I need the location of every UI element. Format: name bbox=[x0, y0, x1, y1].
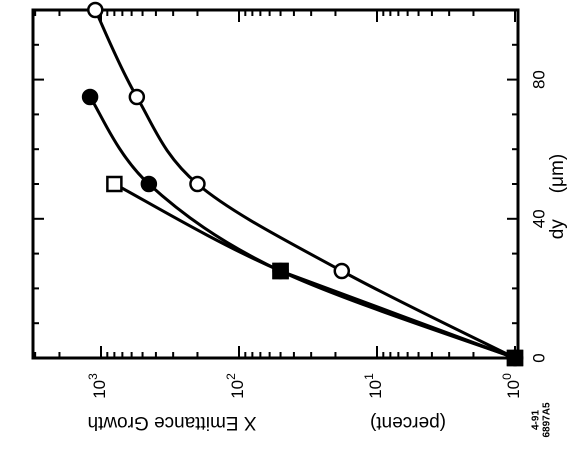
series-curve-open-circle bbox=[93, 8, 517, 360]
dy-tick-label: 80 bbox=[529, 70, 548, 89]
growth-axis-unit: (percent) bbox=[370, 412, 446, 433]
filled-square-marker bbox=[506, 349, 524, 367]
log-tick-label: 103 bbox=[86, 373, 109, 399]
series-curve-filled-square bbox=[279, 269, 517, 360]
open-circle-marker bbox=[87, 1, 104, 19]
series-curve-open-square bbox=[112, 182, 517, 360]
filled-circle-marker bbox=[140, 175, 158, 193]
axis-labels: 0 40 80 dy (μm) 100 101 102 103 X Emittance Growt… bbox=[86, 70, 568, 437]
open-circle-marker bbox=[128, 88, 146, 106]
log-tick-label: 102 bbox=[224, 373, 247, 399]
axis-ticks bbox=[33, 9, 518, 359]
open-square-marker bbox=[106, 175, 123, 193]
data-markers bbox=[81, 1, 524, 367]
figure-id: 4-91 bbox=[531, 410, 542, 430]
dy-axis-unit: (μm) bbox=[547, 154, 568, 193]
figure-id: 6897A5 bbox=[542, 402, 553, 437]
series-curve-filled-circle bbox=[88, 95, 517, 360]
plot-frame bbox=[31, 8, 520, 360]
log-tick-label: 101 bbox=[362, 373, 385, 399]
open-circle-marker bbox=[333, 262, 351, 280]
dy-axis-title: dy bbox=[547, 219, 568, 240]
log-tick-label: 100 bbox=[500, 373, 523, 399]
growth-axis-title: X Emittance Growth bbox=[88, 412, 257, 433]
filled-square-marker bbox=[272, 262, 289, 280]
open-circle-marker bbox=[189, 175, 206, 193]
filled-circle-marker bbox=[81, 88, 99, 106]
dy-tick-label: 0 bbox=[529, 353, 548, 362]
dy-tick-label: 40 bbox=[529, 209, 548, 228]
